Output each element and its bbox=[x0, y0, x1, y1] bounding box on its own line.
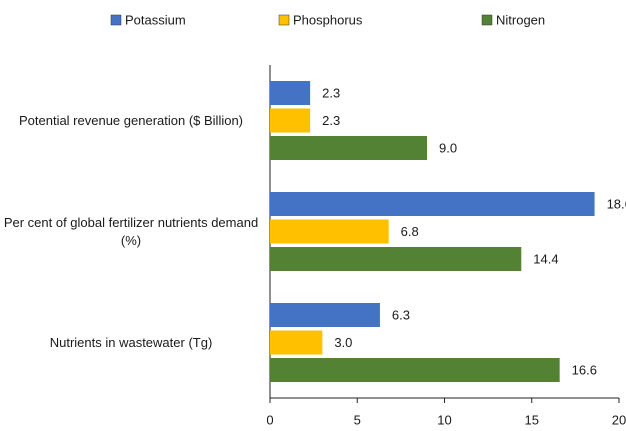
value-label: 2.3 bbox=[322, 85, 340, 100]
x-tick-label: 10 bbox=[437, 412, 451, 427]
bar bbox=[270, 247, 522, 271]
value-label: 2.3 bbox=[322, 113, 340, 128]
legend-swatch bbox=[110, 14, 122, 26]
bar bbox=[270, 136, 428, 160]
legend-label: Potassium bbox=[125, 12, 186, 27]
bar bbox=[270, 303, 380, 327]
bar bbox=[270, 330, 323, 355]
bar bbox=[270, 108, 311, 133]
legend-swatch bbox=[278, 14, 290, 26]
value-label: 3.0 bbox=[334, 335, 352, 350]
x-tick-label: 0 bbox=[266, 412, 273, 427]
bar bbox=[270, 358, 560, 382]
value-label: 18.6 bbox=[607, 196, 626, 211]
legend-swatch bbox=[481, 14, 493, 26]
x-tick-label: 5 bbox=[354, 412, 361, 427]
value-label: 6.3 bbox=[392, 307, 410, 322]
value-label: 9.0 bbox=[439, 140, 457, 155]
bar bbox=[270, 219, 389, 244]
category-label: Potential revenue generation ($ Billion) bbox=[18, 112, 244, 128]
value-label: 6.8 bbox=[401, 224, 419, 239]
category-label: Per cent of global fertilizer nutrients … bbox=[3, 214, 259, 248]
bar bbox=[270, 192, 595, 216]
legend-label: Phosphorus bbox=[293, 12, 363, 27]
bar bbox=[270, 81, 311, 105]
category-label: Nutrients in wastewater (Tg) bbox=[49, 334, 213, 350]
x-tick-label: 20 bbox=[612, 412, 626, 427]
value-label: 16.6 bbox=[572, 362, 597, 377]
x-tick-label: 15 bbox=[525, 412, 539, 427]
value-label: 14.4 bbox=[533, 251, 558, 266]
legend-label: Nitrogen bbox=[496, 12, 545, 27]
